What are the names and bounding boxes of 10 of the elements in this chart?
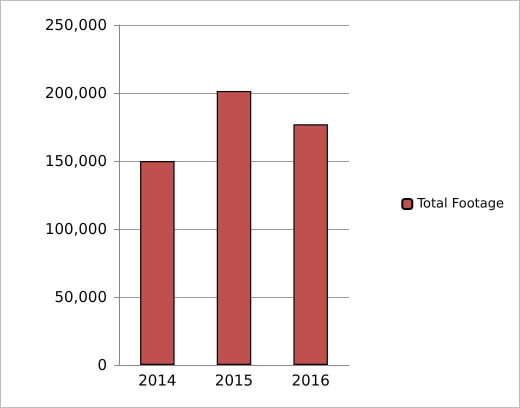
- y-tick-label: 50,000: [54, 288, 107, 306]
- x-tick-label: 2016: [292, 372, 330, 390]
- x-tick-label: 2015: [214, 372, 254, 390]
- y-tick-label: 0: [97, 356, 107, 374]
- x-tick-label: 2014: [138, 372, 176, 390]
- y-tick-label: 100,000: [44, 220, 107, 238]
- y-tick-label: 200,000: [44, 84, 107, 102]
- y-tick-label: 250,000: [44, 16, 107, 34]
- legend-label: Total Footage: [416, 196, 504, 212]
- y-tick-label: 150,000: [44, 152, 107, 170]
